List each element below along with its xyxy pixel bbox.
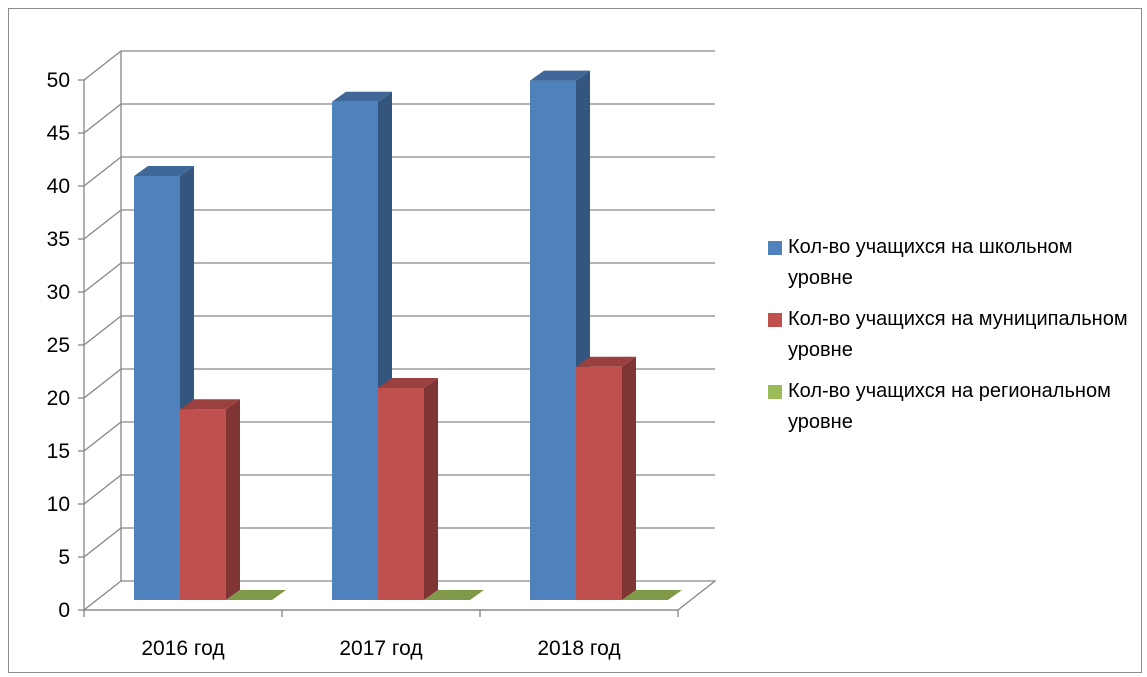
bar-top — [530, 70, 590, 81]
legend-swatch — [768, 385, 782, 399]
y-tick-label: 45 — [47, 122, 70, 145]
y-tick-label: 10 — [47, 493, 70, 516]
bars — [134, 70, 682, 601]
legend-item: Кол-во учащихся на региональном уровне — [768, 376, 1128, 438]
bar — [332, 91, 392, 601]
bar-top — [180, 399, 240, 410]
bar-flat — [424, 590, 484, 600]
y-tick-label: 40 — [47, 175, 70, 198]
y-tick-label: 20 — [47, 387, 70, 410]
legend-item: Кол-во учащихся на муниципальном уровне — [768, 304, 1128, 366]
gridline — [83, 474, 715, 505]
bar-front — [134, 176, 180, 600]
x-tick-label: 2018 год — [537, 637, 620, 660]
y-tick-label: 35 — [47, 228, 70, 251]
gridline — [83, 156, 715, 187]
bar-flat — [226, 590, 286, 600]
bar-side — [226, 399, 240, 600]
bar — [180, 399, 240, 600]
bar-top — [378, 378, 438, 388]
gridline — [83, 315, 715, 346]
bar-side — [424, 378, 438, 600]
bar-side — [622, 356, 636, 600]
bar — [424, 590, 484, 600]
bar-front — [180, 409, 226, 600]
y-tick-label: 30 — [47, 281, 70, 304]
bar-top — [576, 356, 636, 367]
y-axis-ticks: 0 5 10 15 20 25 30 35 40 45 50 — [47, 69, 84, 622]
bar-front — [332, 101, 378, 601]
x-tick-label: 2017 год — [339, 637, 422, 660]
legend-swatch — [768, 241, 782, 255]
bar — [622, 590, 682, 600]
y-tick-label: 50 — [47, 69, 70, 92]
bar-top — [332, 91, 392, 102]
x-axis — [83, 609, 679, 617]
gridline — [83, 527, 715, 558]
legend-label: Кол-во учащихся на школьном уровне — [788, 236, 1073, 289]
y-tick-label: 0 — [58, 599, 70, 622]
gridline — [83, 262, 715, 293]
x-axis-ticks: 2016 год 2017 год 2018 год — [141, 637, 620, 660]
gridline — [83, 50, 715, 81]
legend-label: Кол-во учащихся на региональном уровне — [788, 380, 1111, 433]
gridline — [83, 209, 715, 240]
gridline — [83, 103, 715, 134]
gridline — [83, 421, 715, 452]
legend-label: Кол-во учащихся на муниципальном уровне — [788, 308, 1128, 361]
gridlines — [83, 50, 715, 558]
y-tick-label: 5 — [58, 546, 70, 569]
x-tick-label: 2016 год — [141, 637, 224, 660]
bar-top — [134, 166, 194, 176]
bar — [378, 378, 438, 600]
y-tick-label: 15 — [47, 440, 70, 463]
bar — [226, 590, 286, 600]
legend-item: Кол-во учащихся на школьном уровне — [768, 232, 1128, 294]
gridline — [83, 368, 715, 399]
bar — [576, 356, 636, 600]
bar-front — [576, 366, 622, 600]
legend-swatch — [768, 313, 782, 327]
bar-front — [378, 388, 424, 600]
bar-front — [530, 80, 576, 601]
y-tick-label: 25 — [47, 334, 70, 357]
legend: Кол-во учащихся на школьном уровне Кол-во… — [768, 232, 1128, 448]
bar-flat — [622, 590, 682, 600]
